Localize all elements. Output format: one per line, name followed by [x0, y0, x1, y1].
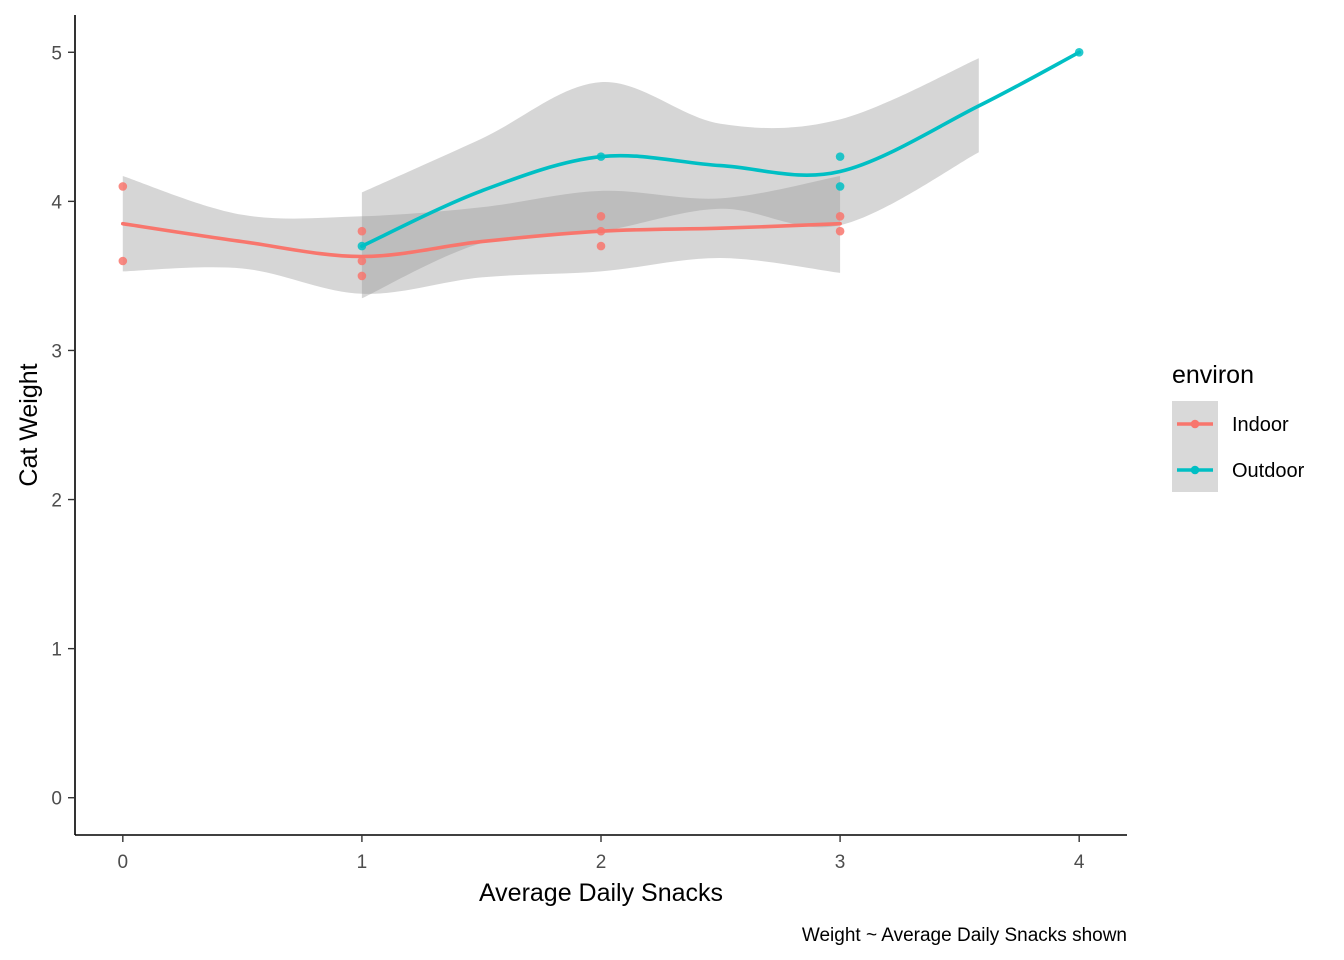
axes: 0 1 2 3 4 0 1 2 3 4 5 — [51, 15, 1127, 873]
confidence-bands — [122, 58, 979, 299]
data-point-indoor — [596, 241, 606, 251]
legend-key-point-indoor — [1190, 419, 1200, 429]
legend-label-outdoor: Outdoor — [1232, 460, 1305, 482]
x-tick-label: 0 — [118, 852, 129, 873]
data-point-outdoor — [835, 152, 845, 161]
legend-title: environ — [1172, 361, 1254, 389]
data-point-indoor — [835, 226, 845, 236]
x-tick-label: 2 — [596, 852, 607, 873]
data-point-outdoor — [835, 182, 845, 191]
legend-key-background — [1172, 401, 1218, 492]
confidence-band-outdoor — [361, 58, 979, 299]
x-tick-label: 1 — [357, 852, 368, 873]
legend-label-indoor: Indoor — [1232, 414, 1289, 436]
y-tick-label: 0 — [51, 789, 62, 810]
data-point-indoor — [357, 256, 367, 266]
x-axis-ticks: 0 1 2 3 4 — [118, 835, 1085, 873]
smooth-line-outdoor — [360, 50, 1081, 248]
legend: environ Indoor Outdoor — [1172, 361, 1305, 492]
y-tick-label: 3 — [51, 341, 62, 362]
smooth-lines — [121, 50, 1081, 259]
y-tick-label: 2 — [51, 491, 62, 512]
x-axis-title: Average Daily Snacks — [479, 879, 723, 907]
smooth-line-indoor — [121, 221, 842, 259]
data-point-outdoor — [1074, 47, 1084, 57]
data-point-indoor — [357, 271, 367, 281]
data-point-indoor — [596, 226, 606, 236]
data-point-indoor — [357, 226, 367, 236]
x-tick-label: 3 — [835, 852, 846, 873]
y-tick-label: 4 — [51, 192, 62, 213]
data-point-outdoor — [357, 241, 367, 251]
data-points — [118, 47, 1084, 281]
x-tick-label: 4 — [1074, 852, 1085, 873]
y-tick-label: 5 — [51, 43, 62, 64]
data-point-indoor — [118, 182, 128, 191]
data-point-indoor — [118, 256, 128, 266]
y-axis-title: Cat Weight — [15, 363, 43, 486]
y-tick-label: 1 — [51, 640, 62, 661]
data-point-indoor — [596, 211, 606, 221]
confidence-band-indoor — [122, 176, 841, 294]
data-point-outdoor — [596, 152, 606, 161]
caption: Weight ~ Average Daily Snacks shown — [802, 925, 1127, 946]
y-axis-ticks: 0 1 2 3 4 5 — [51, 43, 75, 810]
data-point-indoor — [835, 211, 845, 221]
legend-key-point-outdoor — [1190, 465, 1200, 475]
